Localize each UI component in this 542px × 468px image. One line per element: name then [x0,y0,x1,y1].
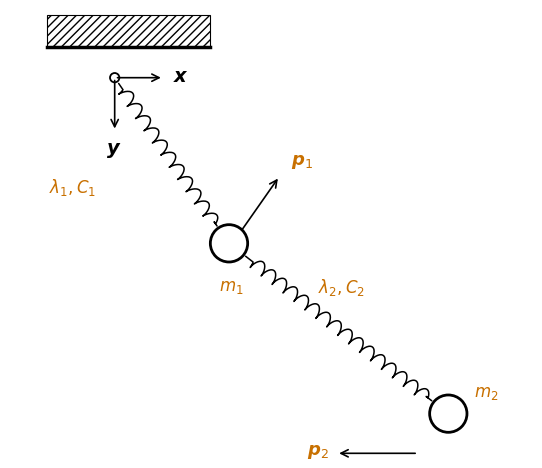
Text: $\lambda_1, C_1$: $\lambda_1, C_1$ [49,177,96,198]
Circle shape [210,225,248,262]
Text: $\boldsymbol{p}_2$: $\boldsymbol{p}_2$ [307,443,330,461]
Text: $m_1$: $m_1$ [219,278,243,296]
Bar [47,15,210,47]
Text: $m_2$: $m_2$ [474,384,499,402]
Text: $\boldsymbol{p}_1$: $\boldsymbol{p}_1$ [291,153,313,171]
Text: $\boldsymbol{x}$: $\boldsymbol{x}$ [173,67,189,86]
Circle shape [430,395,467,432]
Text: $\lambda_2, C_2$: $\lambda_2, C_2$ [318,277,365,298]
Circle shape [110,73,119,82]
Text: $\boldsymbol{y}$: $\boldsymbol{y}$ [106,141,121,160]
